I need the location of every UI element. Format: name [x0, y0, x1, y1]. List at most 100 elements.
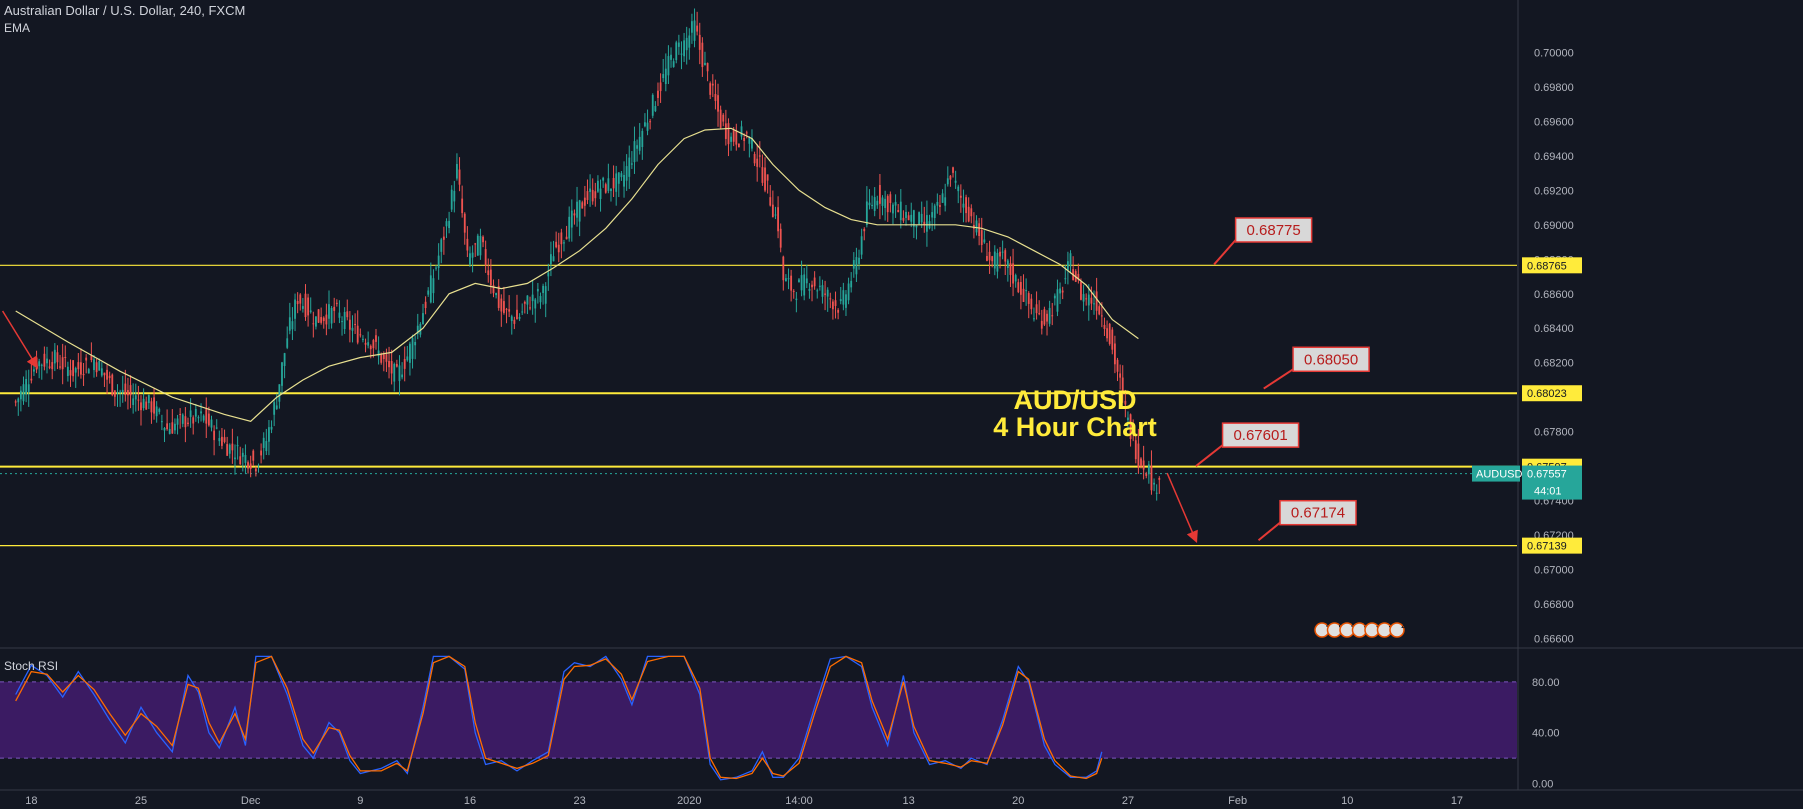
candle-body[interactable]: [226, 444, 229, 456]
candle-body[interactable]: [492, 285, 495, 294]
candle-body[interactable]: [923, 221, 926, 225]
candle-body[interactable]: [503, 301, 505, 313]
candle-body[interactable]: [53, 349, 56, 364]
ema-line[interactable]: [15, 127, 1139, 422]
candle-body[interactable]: [189, 410, 192, 417]
candle-body[interactable]: [599, 188, 602, 199]
candle-body[interactable]: [1100, 315, 1103, 317]
candle-body[interactable]: [1040, 320, 1043, 329]
candle-body[interactable]: [1129, 414, 1132, 439]
candle-body[interactable]: [450, 189, 453, 210]
candle-body[interactable]: [142, 398, 145, 409]
candle-body[interactable]: [751, 138, 753, 149]
candle-body[interactable]: [996, 252, 999, 272]
candle-body[interactable]: [510, 316, 513, 322]
candle-body[interactable]: [946, 178, 949, 185]
candle-body[interactable]: [659, 82, 662, 92]
candle-body[interactable]: [782, 256, 785, 281]
candle-body[interactable]: [847, 283, 850, 301]
candle-body[interactable]: [1087, 294, 1090, 306]
candle-body[interactable]: [325, 314, 328, 325]
candle-body[interactable]: [602, 177, 605, 181]
candle-body[interactable]: [630, 163, 633, 165]
candle-body[interactable]: [986, 256, 988, 261]
candle-body[interactable]: [641, 130, 644, 148]
candle-body[interactable]: [623, 174, 625, 187]
candle-body[interactable]: [667, 56, 670, 76]
candle-body[interactable]: [988, 251, 991, 261]
candle-body[interactable]: [899, 201, 902, 221]
candle-body[interactable]: [513, 319, 516, 324]
candle-body[interactable]: [657, 90, 659, 98]
candle-body[interactable]: [445, 221, 448, 227]
candle-body[interactable]: [257, 465, 260, 467]
candle-body[interactable]: [1155, 492, 1158, 494]
candle-body[interactable]: [967, 206, 970, 222]
candle-body[interactable]: [563, 242, 565, 244]
candle-body[interactable]: [568, 216, 571, 239]
candle-body[interactable]: [341, 321, 343, 323]
candle-body[interactable]: [724, 123, 727, 139]
candle-body[interactable]: [479, 236, 482, 256]
candle-body[interactable]: [1009, 263, 1012, 275]
candle-body[interactable]: [14, 401, 17, 403]
candle-body[interactable]: [821, 285, 824, 297]
candle-body[interactable]: [85, 357, 88, 361]
ema-indicator-label[interactable]: EMA: [4, 21, 31, 35]
candle-body[interactable]: [758, 155, 761, 157]
candle-body[interactable]: [406, 356, 409, 361]
candle-body[interactable]: [231, 443, 234, 451]
candle-body[interactable]: [367, 342, 370, 346]
candle-body[interactable]: [482, 236, 484, 243]
candle-body[interactable]: [72, 360, 75, 377]
candle-body[interactable]: [526, 295, 529, 305]
candle-body[interactable]: [523, 301, 526, 304]
stoch-k-line[interactable]: [15, 655, 1103, 781]
candle-body[interactable]: [1006, 260, 1009, 268]
candle-body[interactable]: [798, 279, 800, 283]
candle-body[interactable]: [573, 213, 576, 216]
candle-body[interactable]: [469, 253, 471, 265]
candle-body[interactable]: [644, 122, 646, 127]
candle-body[interactable]: [1113, 343, 1116, 365]
candle-body[interactable]: [401, 374, 404, 378]
candle-body[interactable]: [166, 423, 169, 430]
candle-body[interactable]: [403, 359, 406, 369]
candle-body[interactable]: [1147, 464, 1150, 475]
candle-body[interactable]: [803, 274, 806, 296]
candle-body[interactable]: [612, 177, 615, 189]
candle-body[interactable]: [359, 334, 362, 336]
candle-body[interactable]: [25, 378, 28, 395]
candle-body[interactable]: [597, 180, 599, 192]
candle-body[interactable]: [346, 311, 349, 318]
candle-body[interactable]: [116, 392, 119, 394]
candle-body[interactable]: [1061, 290, 1064, 293]
candle-body[interactable]: [685, 37, 688, 51]
candle-body[interactable]: [855, 257, 858, 275]
candle-body[interactable]: [356, 325, 359, 343]
candle-body[interactable]: [1019, 282, 1022, 295]
candle-body[interactable]: [1103, 324, 1106, 329]
candle-body[interactable]: [239, 456, 242, 465]
candle-body[interactable]: [787, 278, 790, 280]
candle-body[interactable]: [87, 369, 90, 374]
candle-body[interactable]: [129, 385, 132, 396]
candle-body[interactable]: [500, 298, 503, 312]
candle-body[interactable]: [743, 137, 746, 141]
candle-body[interactable]: [416, 325, 419, 334]
candle-body[interactable]: [552, 256, 555, 262]
candle-body[interactable]: [171, 422, 174, 434]
candle-body[interactable]: [557, 244, 560, 253]
candle-body[interactable]: [1022, 288, 1025, 302]
candle-body[interactable]: [740, 126, 743, 137]
candle-body[interactable]: [354, 323, 357, 325]
candle-body[interactable]: [111, 374, 114, 396]
candle-body[interactable]: [860, 236, 863, 255]
candle-body[interactable]: [638, 136, 641, 151]
trend-arrow[interactable]: [1, 310, 39, 369]
candle-body[interactable]: [1106, 328, 1108, 339]
candle-body[interactable]: [1017, 282, 1020, 293]
candle-body[interactable]: [680, 53, 683, 55]
candle-body[interactable]: [414, 341, 417, 346]
price-callout[interactable]: 0.67601: [1195, 422, 1300, 467]
